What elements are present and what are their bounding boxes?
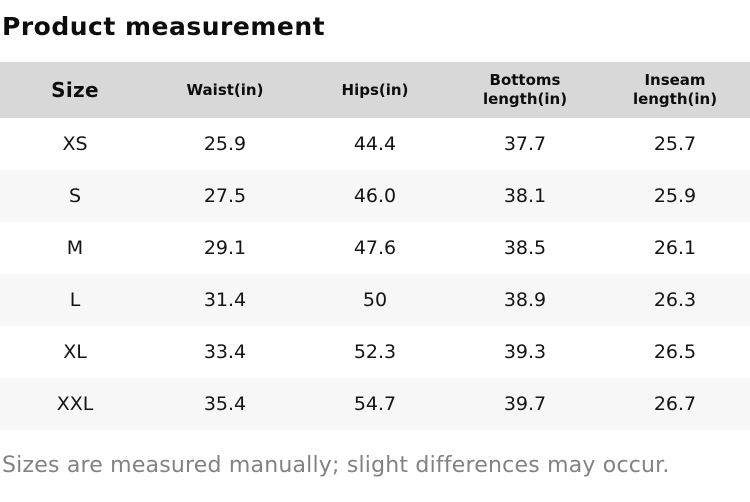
table-header-row: Size Waist(in) Hips(in) Bottoms length(i…: [0, 62, 750, 118]
product-measurement-panel: Product measurement Size Waist(in) Hips(…: [0, 12, 750, 482]
cell-size: S: [68, 185, 82, 207]
cell-inseam-length: 26.5: [653, 341, 697, 363]
cell-waist: 25.9: [203, 133, 247, 155]
column-header-bottoms-length-label: Bottoms length(in): [482, 71, 568, 108]
cell-inseam-length: 25.9: [653, 185, 697, 207]
table-row-xxl: XXL 35.4 54.7 39.7 26.7: [0, 378, 750, 430]
column-header-bottoms-length: Bottoms length(in): [450, 62, 600, 118]
cell-bottoms-length: 37.7: [503, 133, 547, 155]
cell-inseam-length: 26.7: [653, 393, 697, 415]
cell-bottoms-length: 39.7: [503, 393, 547, 415]
page-title: Product measurement: [2, 12, 326, 41]
measurement-disclaimer: Sizes are measured manually; slight diff…: [2, 453, 670, 478]
cell-hips: 50: [362, 289, 388, 311]
column-header-waist: Waist(in): [150, 62, 300, 118]
cell-hips: 52.3: [353, 341, 397, 363]
measurement-table: Size Waist(in) Hips(in) Bottoms length(i…: [0, 62, 750, 430]
cell-inseam-length: 25.7: [653, 133, 697, 155]
cell-waist: 29.1: [203, 237, 247, 259]
cell-bottoms-length: 38.5: [503, 237, 547, 259]
cell-size: XXL: [56, 393, 94, 415]
column-header-hips: Hips(in): [300, 62, 450, 118]
cell-bottoms-length: 39.3: [503, 341, 547, 363]
cell-inseam-length: 26.3: [653, 289, 697, 311]
cell-inseam-length: 26.1: [653, 237, 697, 259]
cell-bottoms-length: 38.1: [503, 185, 547, 207]
cell-bottoms-length: 38.9: [503, 289, 547, 311]
cell-hips: 54.7: [353, 393, 397, 415]
cell-size: L: [69, 289, 81, 311]
cell-waist: 31.4: [203, 289, 247, 311]
column-header-size: Size: [0, 62, 150, 118]
table-row-xs: XS 25.9 44.4 37.7 25.7: [0, 118, 750, 170]
cell-hips: 47.6: [353, 237, 397, 259]
cell-hips: 44.4: [353, 133, 397, 155]
cell-size: XS: [62, 133, 88, 155]
cell-hips: 46.0: [353, 185, 397, 207]
column-header-inseam-length: Inseam length(in): [600, 62, 750, 118]
cell-waist: 35.4: [203, 393, 247, 415]
column-header-inseam-length-label: Inseam length(in): [632, 71, 718, 108]
cell-size: M: [66, 237, 84, 259]
cell-waist: 33.4: [203, 341, 247, 363]
cell-waist: 27.5: [203, 185, 247, 207]
table-row-l: L 31.4 50 38.9 26.3: [0, 274, 750, 326]
table-row-xl: XL 33.4 52.3 39.3 26.5: [0, 326, 750, 378]
table-row-m: M 29.1 47.6 38.5 26.1: [0, 222, 750, 274]
cell-size: XL: [63, 341, 87, 363]
table-row-s: S 27.5 46.0 38.1 25.9: [0, 170, 750, 222]
